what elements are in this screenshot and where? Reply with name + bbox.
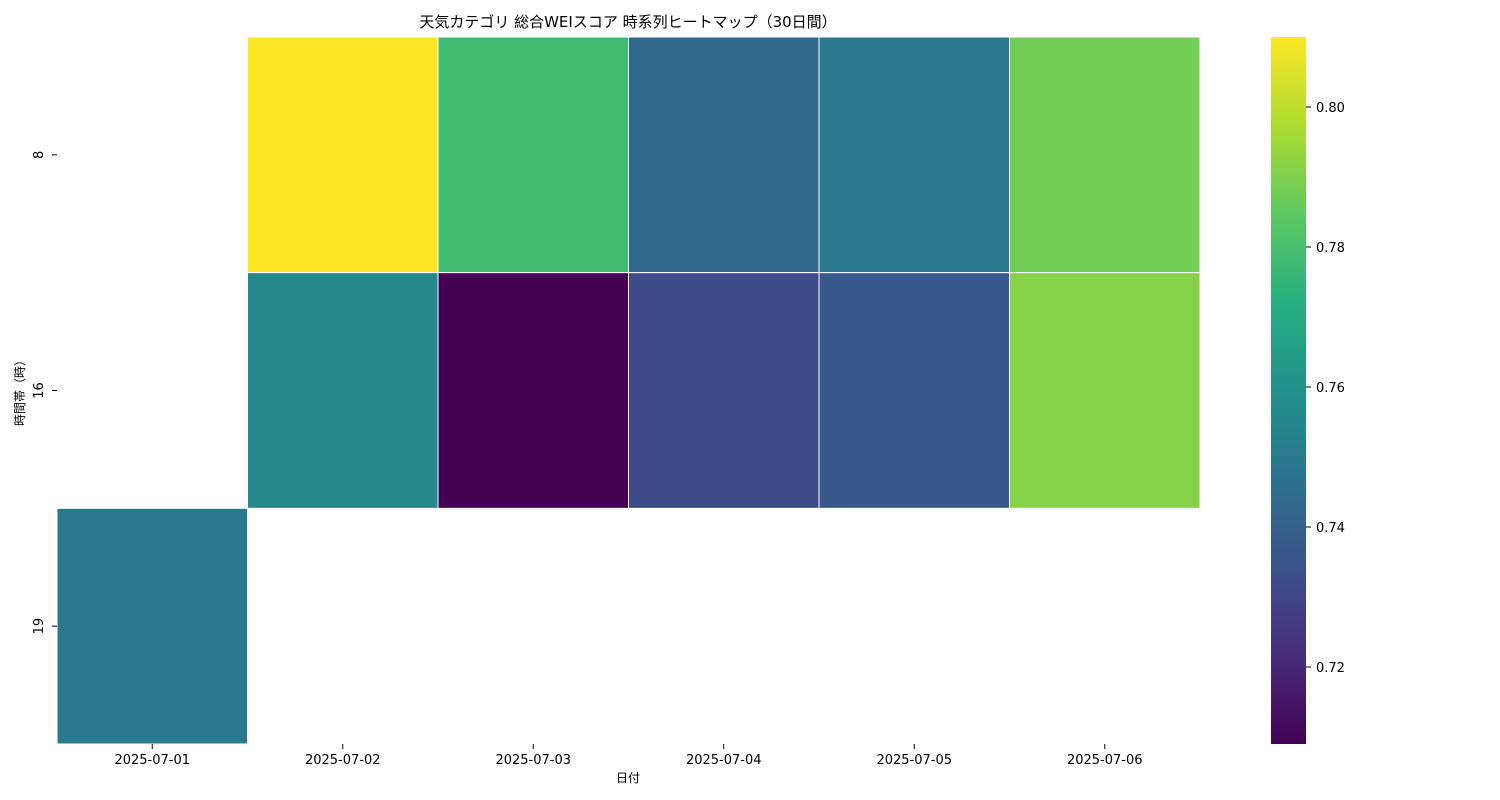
heatmap-cell [247,272,439,509]
y-tick-label: 16 [32,382,47,399]
y-axis-label: 時間帯（時） [13,354,27,426]
x-tick-label: 2025-07-04 [686,753,762,768]
y-tick-label: 8 [32,151,47,159]
colorbar [1271,37,1306,744]
heatmap-cell [818,36,1010,274]
x-axis: 2025-07-01 2025-07-02 2025-07-03 2025-07-04… [114,744,1143,768]
x-tick-label: 2025-07-05 [876,753,952,768]
heatmap-cell [628,272,820,509]
colorbar-tick-label: 0.76 [1316,381,1345,396]
chart-title: 天気カテゴリ 総合WEIスコア 時系列ヒートマップ（30日間） [419,13,836,31]
colorbar-axis: 0.72 0.74 0.76 0.78 0.80 [1306,101,1345,676]
heatmap-cell [1009,272,1201,509]
heatmap-cells [56,36,1201,745]
heatmap-cell [628,36,820,274]
x-axis-label: 日付 [616,771,640,785]
heatmap-cell [818,272,1010,509]
colorbar-tick-label: 0.72 [1316,661,1345,676]
x-tick-label: 2025-07-01 [114,753,190,768]
colorbar-tick-label: 0.80 [1316,101,1345,116]
heatmap-cell [56,507,248,745]
colorbar-tick-label: 0.78 [1316,241,1345,256]
heatmap-cell [437,36,629,274]
x-tick-label: 2025-07-03 [495,753,571,768]
heatmap-cell [247,36,439,274]
x-tick-label: 2025-07-02 [305,753,381,768]
y-axis: 8 16 19 [32,151,57,635]
colorbar-tick-label: 0.74 [1316,521,1345,536]
y-tick-label: 19 [32,618,47,635]
heatmap-cell [437,272,629,509]
x-tick-label: 2025-07-06 [1067,753,1143,768]
heatmap-cell [1009,36,1201,274]
